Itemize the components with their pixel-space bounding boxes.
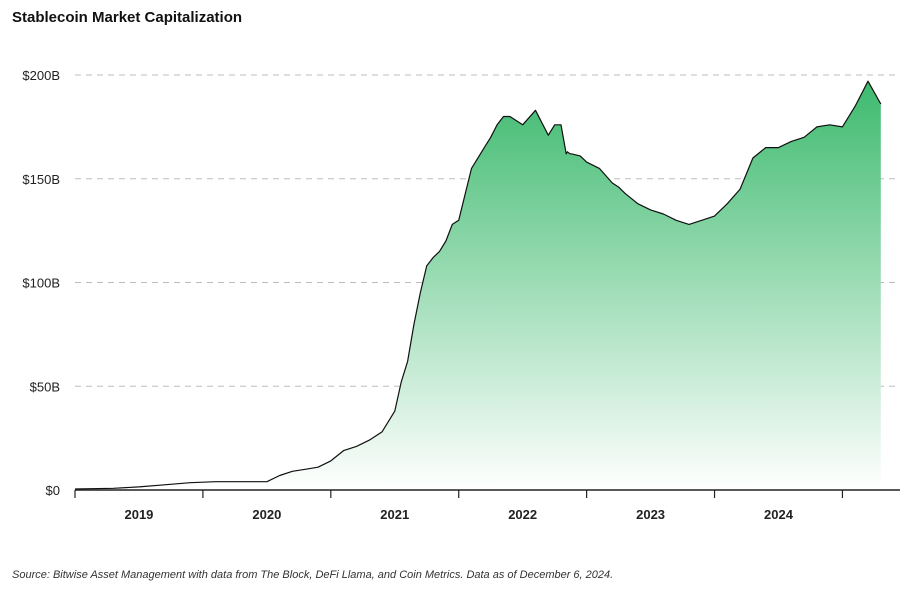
x-tick-label: 2024: [764, 507, 794, 522]
x-tick-label: 2023: [636, 507, 665, 522]
y-tick-label: $200B: [22, 68, 60, 83]
area-fill: [75, 81, 881, 490]
y-tick-label: $150B: [22, 172, 60, 187]
x-tick-label: 2019: [124, 507, 153, 522]
y-tick-label: $0: [46, 483, 60, 498]
y-tick-label: $100B: [22, 276, 60, 291]
x-tick-label: 2022: [508, 507, 537, 522]
x-tick-label: 2021: [380, 507, 409, 522]
series-line: [74, 80, 882, 490]
x-tick-label: 2020: [252, 507, 281, 522]
source-note: Source: Bitwise Asset Management with da…: [12, 569, 614, 581]
chart-title: Stablecoin Market Capitalization: [12, 9, 243, 26]
y-tick-label: $50B: [30, 379, 60, 394]
